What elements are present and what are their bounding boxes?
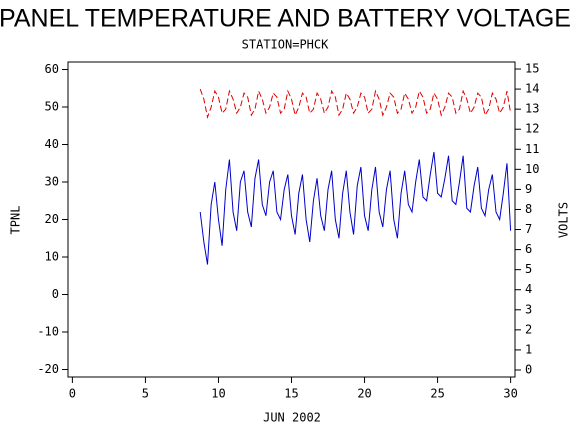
- x-tick-label: 5: [142, 387, 149, 401]
- y-tick-label: -20: [37, 362, 59, 376]
- y-tick-label: 40: [45, 137, 59, 151]
- y2-tick-label: 7: [525, 222, 532, 236]
- y2-tick-label: 4: [525, 282, 532, 296]
- chart-title: PANEL TEMPERATURE AND BATTERY VOLTAGE: [0, 5, 570, 33]
- y2-tick-label: 0: [525, 362, 532, 376]
- y2-tick-label: 10: [525, 162, 539, 176]
- chart-subtitle: STATION=PHCK: [242, 38, 329, 52]
- y2-tick-label: 12: [525, 122, 539, 136]
- x-tick-label: 10: [211, 387, 225, 401]
- plot-frame: [67, 61, 516, 378]
- y-tick-label: 0: [52, 287, 59, 301]
- y2-tick-label: 3: [525, 302, 532, 316]
- y2-tick-label: 2: [525, 322, 532, 336]
- y2-tick-label: 14: [525, 82, 539, 96]
- data-line: [199, 88, 512, 120]
- y2-tick-label: 6: [525, 242, 532, 256]
- y-tick-label: 30: [45, 175, 59, 189]
- x-tick-label: 15: [284, 387, 298, 401]
- y-tick-label: 60: [45, 62, 59, 76]
- y2-tick-label: 15: [525, 62, 539, 76]
- x-axis-label: JUN 2002: [263, 411, 321, 425]
- data-line: [199, 151, 512, 265]
- y-tick-label: 10: [45, 250, 59, 264]
- x-tick-label: 25: [430, 387, 444, 401]
- y2-axis-label: VOLTS: [557, 202, 570, 238]
- y2-tick-label: 8: [525, 202, 532, 216]
- y2-tick-label: 11: [525, 142, 539, 156]
- y-tick-label: 20: [45, 212, 59, 226]
- y2-tick-label: 1: [525, 342, 532, 356]
- x-tick-label: 0: [69, 387, 76, 401]
- y2-tick-label: 13: [525, 102, 539, 116]
- x-tick-label: 20: [357, 387, 371, 401]
- x-tick-label: 30: [503, 387, 517, 401]
- y2-tick-label: 9: [525, 182, 532, 196]
- y2-tick-label: 5: [525, 262, 532, 276]
- y-axis-label: TPNL: [9, 206, 23, 235]
- y-tick-label: 50: [45, 100, 59, 114]
- y-tick-label: -10: [37, 325, 59, 339]
